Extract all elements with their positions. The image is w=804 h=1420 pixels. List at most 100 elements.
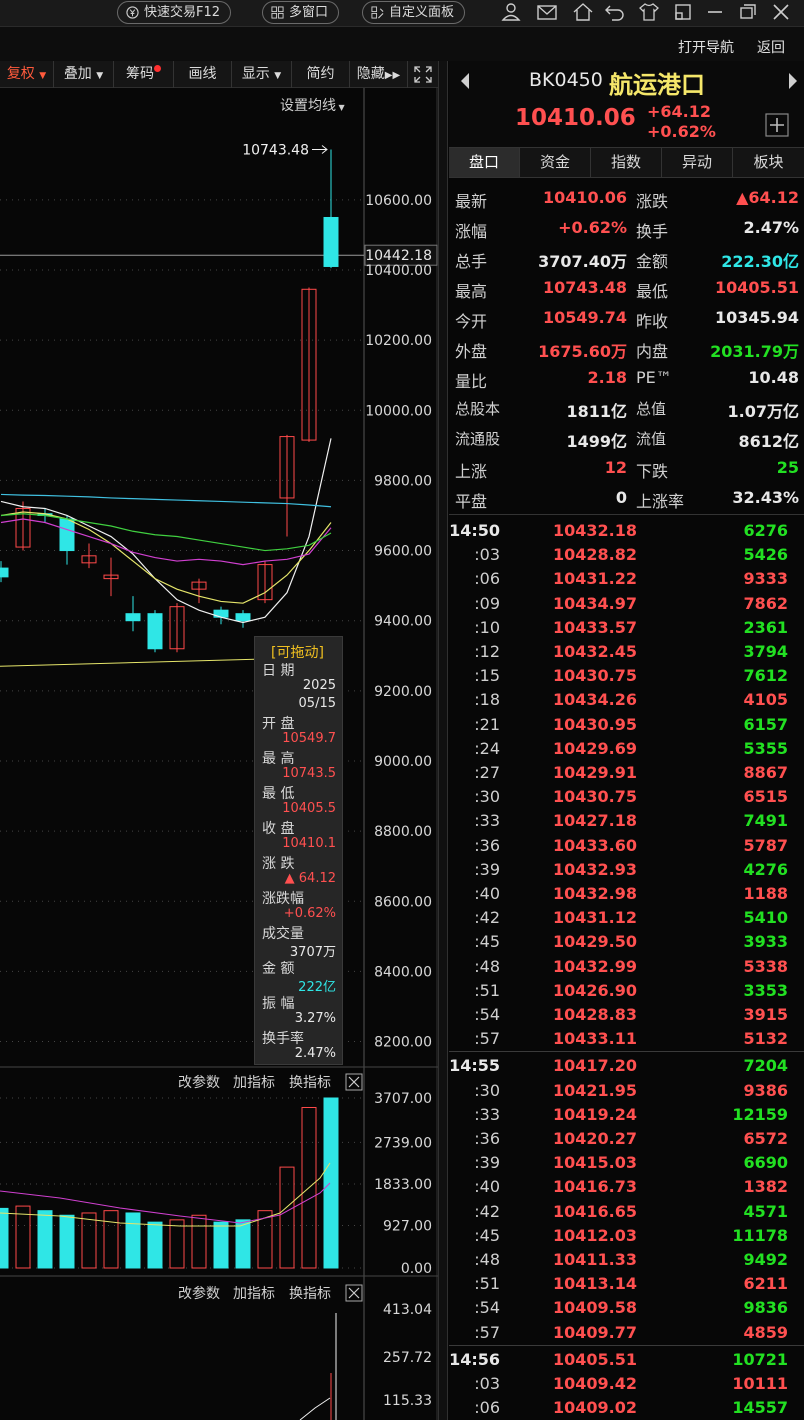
tick-row[interactable]: :33 10427.18 7491 <box>449 808 804 832</box>
multi-window-button[interactable]: 多窗口 <box>262 1 340 24</box>
candle-tooltip[interactable]: [可拖动] 日 期 2025 05/15 开 盘 10549.7 最 高 107… <box>254 636 343 1065</box>
tick-price: 10432.99 <box>552 956 637 976</box>
tick-time: :45 <box>474 932 500 952</box>
tick-volume: 11178 <box>732 1225 788 1245</box>
tick-time: :06 <box>474 569 500 589</box>
tick-time: :21 <box>474 714 500 734</box>
quote-label: 总值 <box>636 400 667 418</box>
tick-row[interactable]: :10 10433.57 2361 <box>449 615 804 639</box>
tick-row[interactable]: :45 10429.50 3933 <box>449 929 804 953</box>
candle-body <box>235 613 251 622</box>
next-arrow-icon[interactable] <box>787 71 799 91</box>
tick-row[interactable]: 14:50 10432.18 6276 <box>449 518 804 542</box>
tick-row[interactable]: 14:55 10417.20 7204 <box>449 1053 804 1077</box>
tick-row[interactable]: :30 10421.95 9386 <box>449 1078 804 1102</box>
back-link[interactable]: 返回 <box>757 40 785 56</box>
tick-row[interactable]: :36 10433.60 5787 <box>449 833 804 857</box>
volume-ma10-line <box>0 1182 331 1224</box>
tick-price: 10429.91 <box>552 763 637 782</box>
tick-time: :27 <box>474 763 500 782</box>
indicator-panel-button: 加指标 <box>233 1286 275 1302</box>
tick-price: 10426.90 <box>552 980 637 1000</box>
tick-row[interactable]: :40 10416.73 1382 <box>449 1174 804 1198</box>
restore-icon[interactable] <box>672 2 694 22</box>
custom-panel-button[interactable]: 自定义面板 <box>362 1 466 24</box>
tick-price: 10413.14 <box>552 1274 637 1294</box>
tick-row[interactable]: :45 10412.03 11178 <box>449 1223 804 1247</box>
ma20-line <box>0 518 332 566</box>
tick-price: 10432.98 <box>552 884 637 903</box>
tick-row[interactable]: 14:56 10405.51 10721 <box>449 1347 804 1371</box>
tick-row[interactable]: :54 10428.83 3915 <box>449 1002 804 1026</box>
tick-time: 14:50 <box>449 521 500 540</box>
tick-row[interactable]: :36 10420.27 6572 <box>449 1126 804 1150</box>
tick-price: 10432.93 <box>552 859 637 879</box>
tick-row[interactable]: :42 10431.12 5410 <box>449 905 804 929</box>
chip-button[interactable]: 筹码 <box>114 61 174 88</box>
tick-row[interactable]: :51 10426.90 3353 <box>449 978 804 1002</box>
tick-row[interactable]: :33 10419.24 12159 <box>449 1102 804 1126</box>
tooltip-turnover-value: 2.47% <box>294 1046 336 1061</box>
hide-button[interactable]: 隐藏▶▶ <box>350 61 408 88</box>
panel-splitter[interactable] <box>438 61 448 1420</box>
tick-volume: 2361 <box>743 617 788 637</box>
tab-handicap[interactable]: 盘口 <box>449 148 520 177</box>
tick-row[interactable]: :39 10432.93 4276 <box>449 857 804 881</box>
adjust-dropdown[interactable]: 复权 ▼ <box>0 61 54 88</box>
tick-row[interactable]: :40 10432.98 1188 <box>449 881 804 905</box>
tick-row[interactable]: :12 10432.45 3794 <box>449 639 804 663</box>
tick-row[interactable]: :51 10413.14 6211 <box>449 1271 804 1295</box>
tick-row[interactable]: :06 10431.22 9333 <box>449 566 804 590</box>
overlay-dropdown[interactable]: 叠加 ▼ <box>54 61 114 88</box>
display-dropdown[interactable]: 显示 ▼ <box>232 61 292 88</box>
tick-list[interactable]: 14:50 10432.18 6276:03 10428.82 5426:06 10431… <box>449 514 804 1420</box>
minimize-icon[interactable] <box>704 2 726 22</box>
tick-price: 10421.95 <box>552 1080 637 1100</box>
tab-anomaly[interactable]: 异动 <box>662 148 733 177</box>
adjust-label: 复权 <box>6 66 35 82</box>
mail-icon[interactable] <box>536 2 558 22</box>
tick-row[interactable]: :57 10433.11 5132 <box>449 1026 804 1050</box>
indicator-panel-button: 换指标 <box>289 1285 331 1302</box>
ma-setting-dropdown[interactable]: 设置均线 ▼ <box>280 95 345 115</box>
tick-row[interactable]: :57 10409.77 4859 <box>449 1320 804 1344</box>
tick-row[interactable]: :06 10409.02 14557 <box>449 1395 804 1419</box>
draw-line-button[interactable]: 画线 <box>174 61 232 88</box>
tick-row[interactable]: :39 10415.03 6690 <box>449 1150 804 1174</box>
tick-row[interactable]: :03 10428.82 5426 <box>449 542 804 566</box>
tick-row[interactable]: :48 10411.33 9492 <box>449 1247 804 1271</box>
open-nav-link[interactable]: 打开导航 <box>678 40 734 56</box>
quick-trade-button[interactable]: 快速交易F12 <box>117 1 232 24</box>
tick-row[interactable]: :09 10434.97 7862 <box>449 591 804 615</box>
prev-arrow-icon[interactable] <box>459 71 471 91</box>
tick-row[interactable]: :21 10430.95 6157 <box>449 712 804 736</box>
tick-price: 10434.97 <box>552 593 637 613</box>
tick-row[interactable]: :27 10429.91 8867 <box>449 760 804 784</box>
tick-row[interactable]: :24 10429.69 5355 <box>449 736 804 760</box>
tick-row[interactable]: :48 10432.99 5338 <box>449 954 804 978</box>
tick-row[interactable]: :54 10409.58 9836 <box>449 1295 804 1319</box>
simple-button[interactable]: 简约 <box>292 61 350 88</box>
user-icon[interactable] <box>500 2 522 22</box>
tab-index[interactable]: 指数 <box>591 148 662 177</box>
tick-row[interactable]: :03 10409.42 10111 <box>449 1371 804 1395</box>
tick-row[interactable]: :42 10416.65 4571 <box>449 1199 804 1223</box>
quote-value: 2031.79万 <box>710 342 799 361</box>
tick-row[interactable]: :30 10430.75 6515 <box>449 784 804 808</box>
tab-funds[interactable]: 资金 <box>520 148 591 177</box>
back-icon[interactable] <box>604 2 626 22</box>
quick-trade-label: 快速交易F12 <box>144 5 221 20</box>
quote-value: 0 <box>615 488 627 507</box>
fullscreen-icon[interactable] <box>413 65 433 84</box>
shirt-icon[interactable] <box>638 2 660 22</box>
maximize-icon[interactable] <box>736 2 758 22</box>
tick-price: 10409.58 <box>552 1298 637 1318</box>
tick-row[interactable]: :15 10430.75 7612 <box>449 663 804 687</box>
tick-row[interactable]: :18 10434.26 4105 <box>449 687 804 711</box>
close-icon[interactable] <box>770 2 792 22</box>
add-icon[interactable] <box>765 113 789 137</box>
home-icon[interactable] <box>572 2 594 22</box>
tick-time: :54 <box>474 1005 500 1024</box>
tab-sector[interactable]: 板块 <box>753 153 784 171</box>
